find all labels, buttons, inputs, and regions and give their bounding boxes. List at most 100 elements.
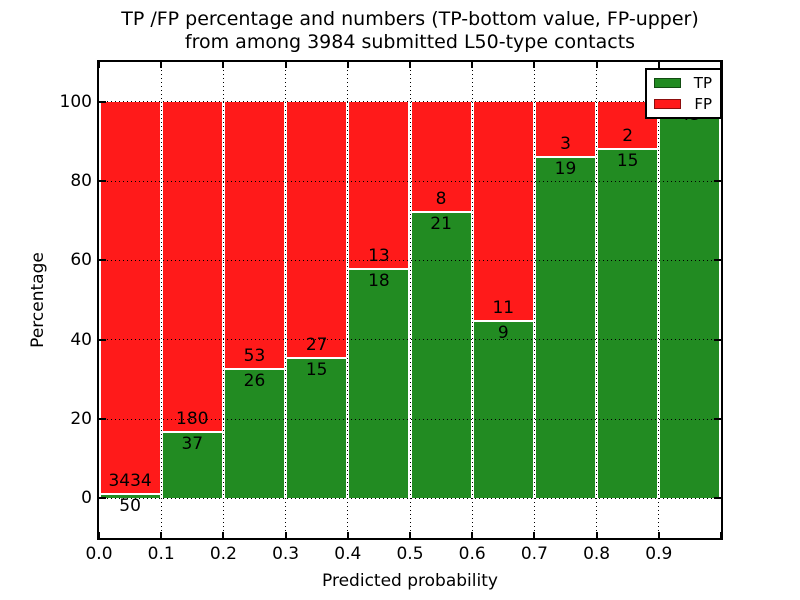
v-gridline xyxy=(596,62,598,538)
y-tick-mark-right xyxy=(714,418,721,420)
y-tick-label: 20 xyxy=(70,409,92,429)
bar-segment-fp xyxy=(473,101,533,320)
x-tick-mark xyxy=(222,532,225,538)
chart-title-line1: TP /FP percentage and numbers (TP-bottom… xyxy=(121,8,699,30)
x-axis-label: Predicted probability xyxy=(322,571,498,591)
fp-count-label: 3434 xyxy=(108,470,152,491)
x-tick-mark-top xyxy=(409,62,411,68)
bar-segment-fp xyxy=(100,101,160,493)
x-tick-label: 0.1 xyxy=(147,544,175,564)
fp-count-label: 13 xyxy=(368,246,390,266)
x-tick-label: 0.5 xyxy=(396,544,424,564)
x-tick-mark xyxy=(595,532,598,538)
y-tick-mark-right xyxy=(714,497,721,500)
tp-count-label: 50 xyxy=(119,495,141,516)
v-gridline xyxy=(347,62,349,538)
chart-title: TP /FP percentage and numbers (TP-bottom… xyxy=(99,8,721,54)
fp-count-label: 3 xyxy=(560,133,571,154)
x-tick-mark xyxy=(284,532,287,538)
x-tick-mark xyxy=(346,532,349,538)
x-tick-mark xyxy=(720,532,722,538)
bar-segment-tp xyxy=(598,148,658,499)
tp-count-label: 21 xyxy=(430,214,452,235)
x-tick-label: 0.6 xyxy=(458,544,486,564)
bar-segment-fp xyxy=(224,101,285,368)
y-tick-mark xyxy=(99,100,106,103)
x-tick-mark-top xyxy=(284,62,287,68)
y-tick-mark xyxy=(99,418,106,420)
fp-swatch-icon xyxy=(654,99,681,109)
v-gridline xyxy=(222,62,224,538)
x-tick-mark xyxy=(657,532,660,538)
x-tick-mark-top xyxy=(98,62,100,68)
v-gridline xyxy=(533,62,535,538)
h-gridline xyxy=(99,339,721,341)
x-tick-mark-top xyxy=(471,62,474,68)
x-tick-label: 0.3 xyxy=(272,544,300,564)
x-tick-mark xyxy=(471,532,474,538)
h-gridline xyxy=(99,259,721,261)
bar-segment-tp xyxy=(660,101,720,499)
h-gridline xyxy=(99,418,721,420)
x-tick-mark xyxy=(98,532,100,538)
v-gridline xyxy=(658,62,660,538)
bar-segment-tp xyxy=(473,319,533,499)
tp-count-label: 15 xyxy=(616,151,639,172)
y-tick-label: 60 xyxy=(70,250,92,271)
v-gridline xyxy=(409,62,411,538)
x-tick-mark-top xyxy=(222,62,225,68)
tp-swatch-icon xyxy=(654,78,681,88)
y-tick-label: 0 xyxy=(81,488,92,509)
bar-segment-tp xyxy=(349,268,409,499)
y-tick-mark-right xyxy=(714,338,721,341)
y-tick-mark xyxy=(99,338,106,341)
legend: TP FP xyxy=(645,68,722,119)
fp-count-label: 180 xyxy=(176,408,209,429)
bar-segment-fp xyxy=(411,101,471,212)
x-tick-mark-top xyxy=(720,62,722,68)
tp-count-label: 18 xyxy=(368,271,390,291)
y-tick-mark xyxy=(99,259,106,262)
fp-count-label: 11 xyxy=(492,297,515,318)
bar-segment-tp xyxy=(535,155,596,499)
h-gridline xyxy=(99,101,721,103)
tp-count-label: 15 xyxy=(305,359,328,380)
y-tick-mark-right xyxy=(714,259,721,262)
y-tick-mark xyxy=(99,180,106,182)
x-tick-mark xyxy=(533,532,536,538)
y-tick-label: 40 xyxy=(70,329,92,350)
x-tick-label: 0.4 xyxy=(334,544,362,564)
tp-count-label: 19 xyxy=(554,158,577,179)
bar-segment-fp xyxy=(162,101,222,431)
x-tick-label: 0.7 xyxy=(520,544,548,564)
bar-segment-tp xyxy=(162,430,222,499)
v-gridline xyxy=(471,62,473,538)
x-tick-label: 0.8 xyxy=(583,544,611,564)
x-tick-label: 0.0 xyxy=(85,544,113,564)
v-gridline xyxy=(285,62,287,538)
fp-count-label: 27 xyxy=(305,334,328,355)
y-tick-mark-right xyxy=(714,180,721,182)
tp-count-label: 9 xyxy=(497,322,509,343)
x-tick-label: 0.9 xyxy=(645,544,673,564)
tp-count-label: 26 xyxy=(243,370,266,391)
tp-count-label: 37 xyxy=(181,433,204,454)
x-tick-mark-top xyxy=(657,62,660,68)
legend-label: FP xyxy=(694,95,712,113)
bar-segment-tp xyxy=(224,367,285,499)
x-tick-mark xyxy=(409,532,411,538)
legend-entry: FP xyxy=(654,96,712,112)
y-tick-label: 80 xyxy=(70,171,92,191)
y-tick-label: 100 xyxy=(59,91,92,112)
x-tick-mark-top xyxy=(160,62,163,68)
chart-title-line2: from among 3984 submitted L50-type conta… xyxy=(184,31,636,53)
legend-entry: TP xyxy=(654,75,712,91)
fp-count-label: 53 xyxy=(243,345,266,366)
x-tick-mark-top xyxy=(346,62,349,68)
fp-count-label: 8 xyxy=(435,189,447,210)
x-tick-mark xyxy=(160,532,163,538)
y-tick-mark xyxy=(99,497,106,500)
plot-border xyxy=(97,60,723,540)
legend-label: TP xyxy=(693,74,712,92)
